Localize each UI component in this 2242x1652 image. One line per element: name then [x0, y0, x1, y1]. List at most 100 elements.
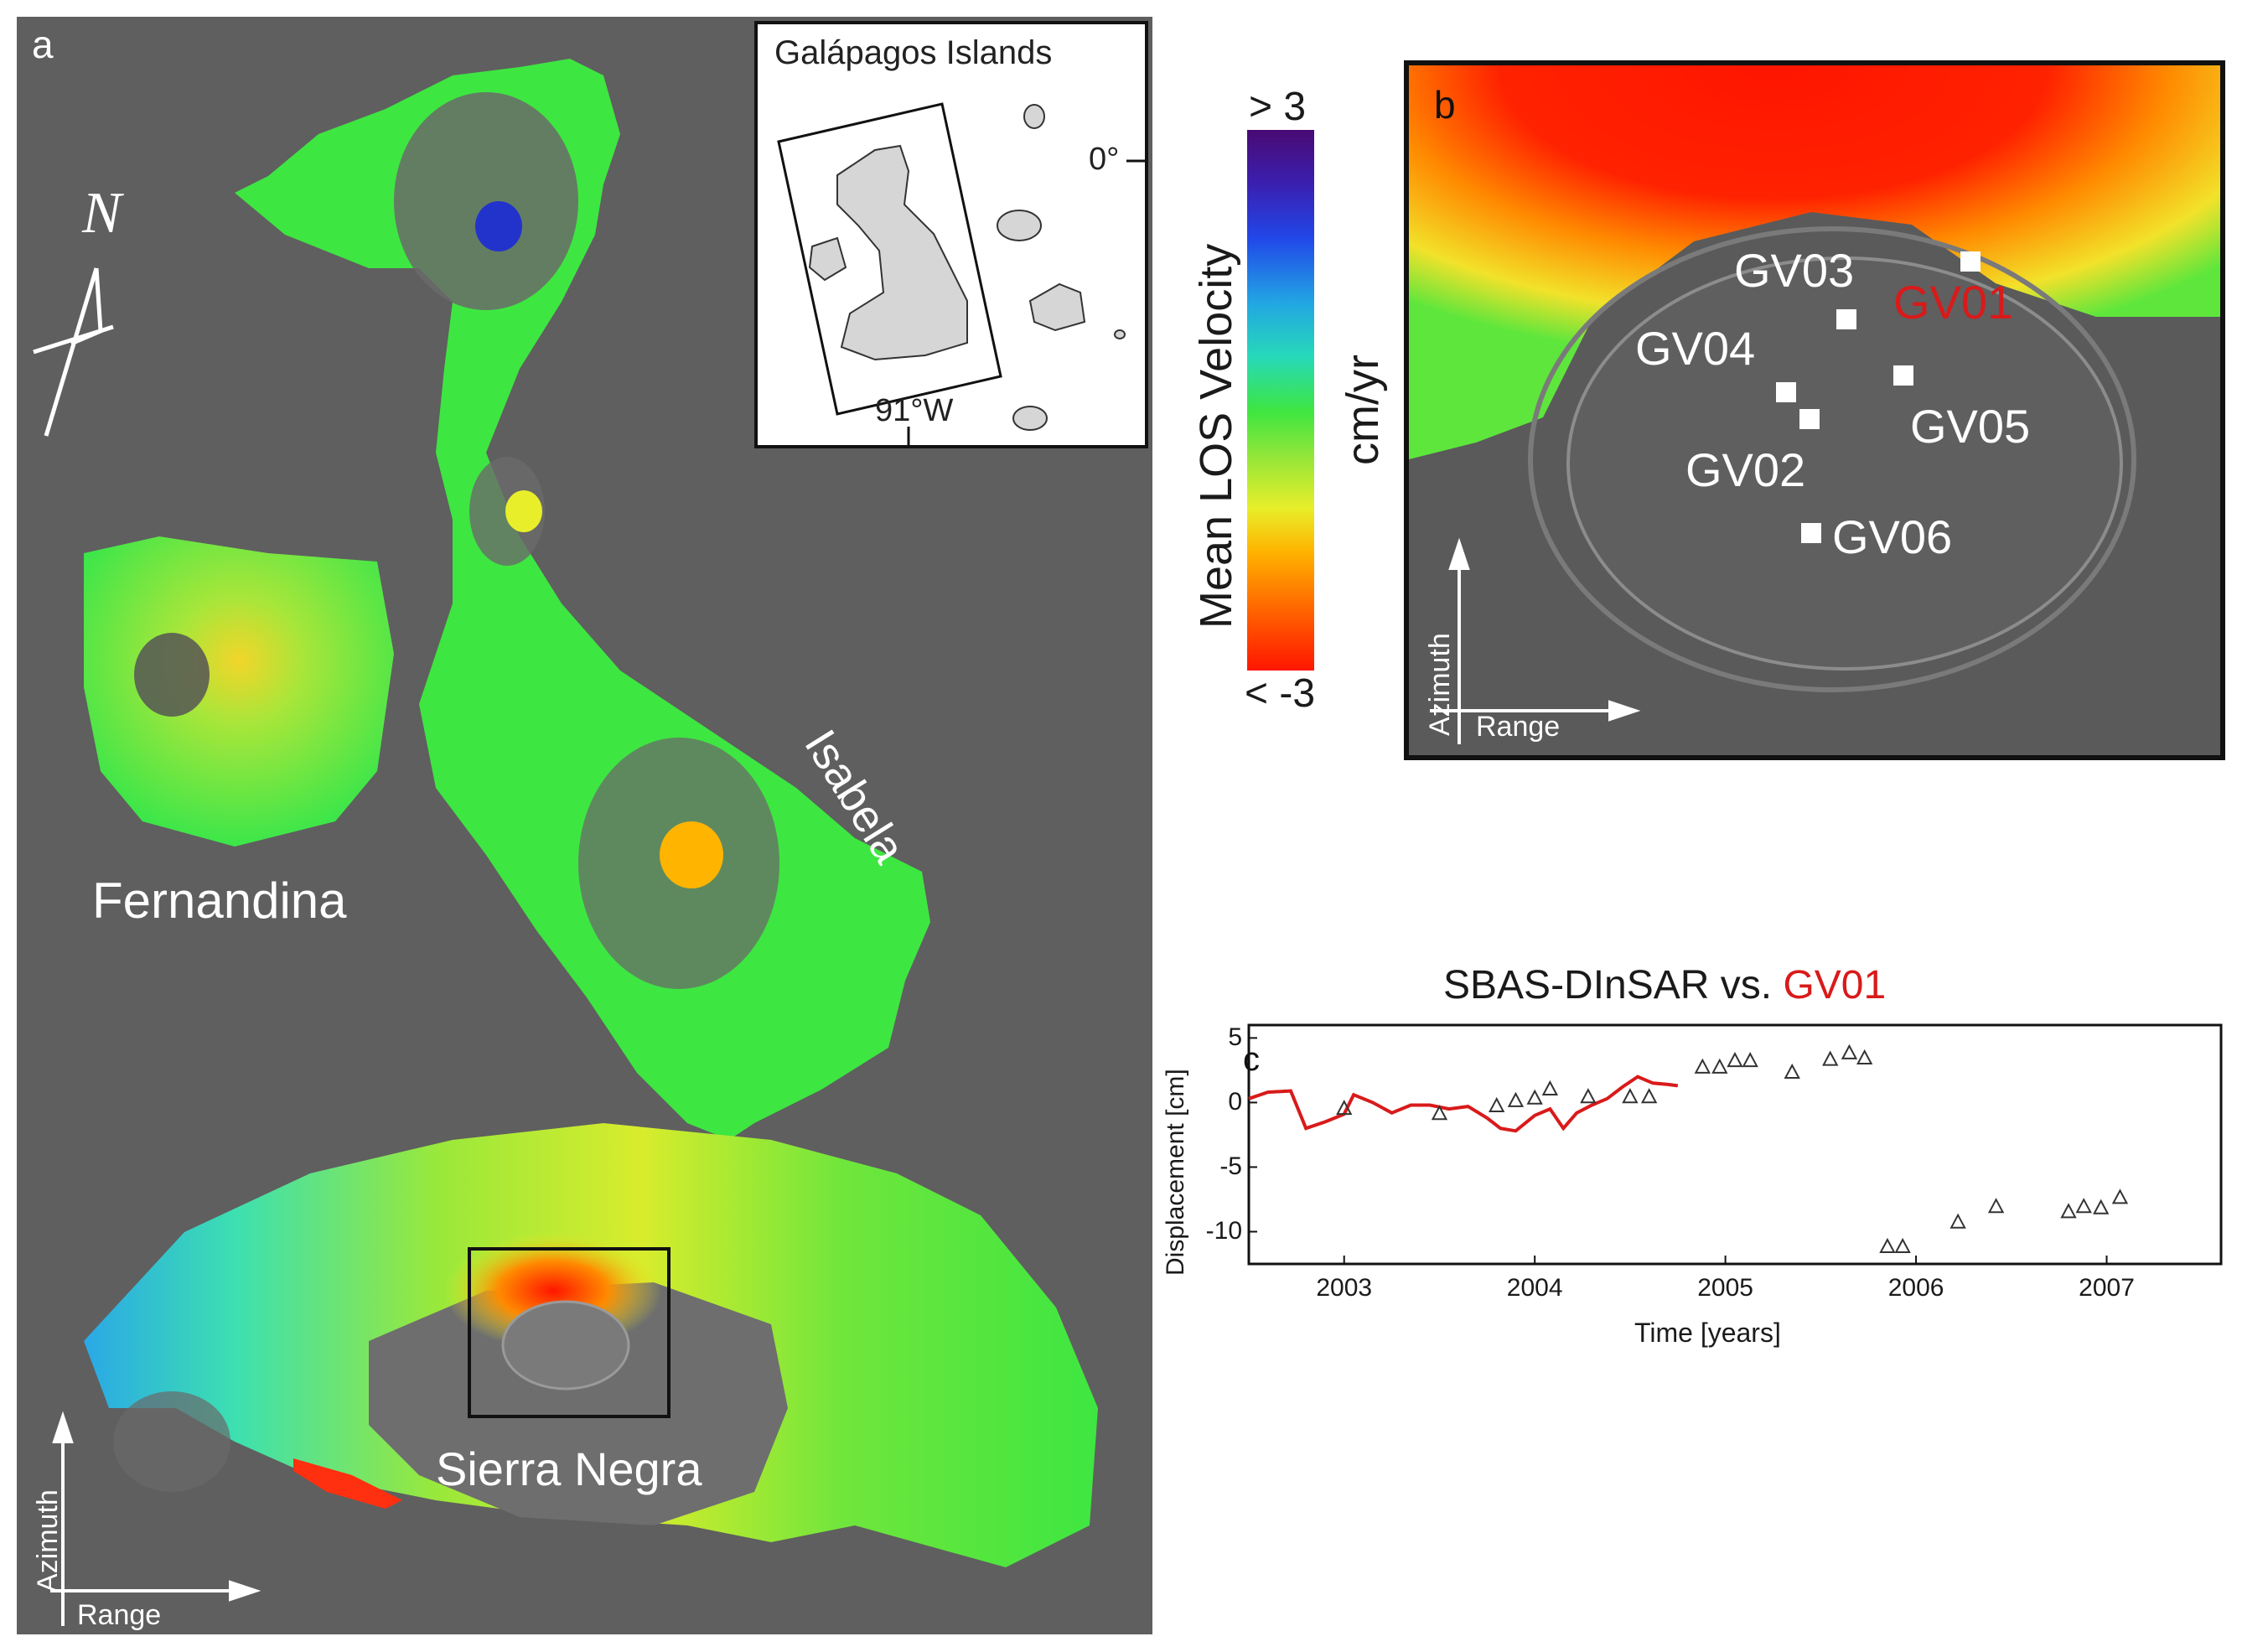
gv01-point — [1694, 1058, 1711, 1074]
inset-fernandina — [808, 236, 847, 282]
y-tick-label: -10 — [1205, 1217, 1242, 1245]
sierra-negra-label: Sierra Negra — [436, 1442, 702, 1495]
gv01-point — [1711, 1058, 1728, 1074]
sierra-negra-zoom-panel-b: b GV03 GV01 GV04 GV05 GV02 GV06 Azimuth … — [1404, 60, 2225, 760]
azimuth-range-arrows-icon — [50, 1411, 261, 1626]
gv01-point — [1431, 1105, 1448, 1121]
y-tick-label: 0 — [1228, 1088, 1242, 1116]
station-label-gv05: GV05 — [1910, 400, 2031, 453]
panel-c-label: c — [1243, 1041, 1260, 1078]
zoom-velocity-map — [1409, 65, 2220, 744]
inset-san-cristobal — [1012, 406, 1048, 431]
sierra-negra-caldera — [501, 1300, 630, 1390]
gv01-point — [1541, 1080, 1559, 1096]
lava-flow — [293, 1458, 402, 1509]
inset-isabela — [836, 144, 968, 361]
gv01-point — [1879, 1237, 1896, 1253]
inset-latitude-label: 0° — [1089, 142, 1120, 177]
gv01-point — [1841, 1044, 1858, 1059]
gv01-point — [1987, 1198, 2005, 1214]
panel-c-ylabel: Displacement [cm] — [1162, 1069, 1189, 1276]
x-tick-label: 2004 — [1506, 1274, 1563, 1302]
fernandina-label: Fernandina — [92, 873, 347, 929]
inset-islet — [1114, 329, 1126, 339]
station-label-gv02: GV02 — [1685, 443, 1806, 496]
inset-santa-cruz — [1028, 282, 1086, 332]
panel-c-xlabel: Time [years] — [1634, 1318, 1781, 1348]
x-tick-label: 2003 — [1316, 1274, 1373, 1302]
caldera-floor — [1566, 256, 2123, 671]
gv01-point — [1580, 1088, 1597, 1104]
chart-frame — [1247, 1023, 2223, 1266]
panel-c-title-accent: GV01 — [1783, 963, 1887, 1007]
station-label-gv06: GV06 — [1832, 510, 1953, 563]
gv01-point — [1526, 1089, 1543, 1105]
station-label-gv01: GV01 — [1893, 276, 2014, 329]
azimuth-label: Azimuth — [32, 1489, 64, 1592]
x-tick-label: 2006 — [1887, 1274, 1944, 1302]
inset-pinta — [1023, 104, 1045, 129]
colorbar-unit: cm/yr — [1338, 355, 1388, 465]
gv01-point — [1640, 1088, 1658, 1104]
inset-longitude-label: 91°W — [875, 393, 954, 428]
inset-islands — [777, 102, 1145, 445]
inset-study-frame — [777, 102, 1002, 416]
panel-c-title: SBAS-DInSAR vs. GV01 — [1443, 962, 1886, 1008]
cerro-azul-volcano — [113, 1391, 230, 1492]
gv01-point — [2060, 1203, 2077, 1219]
sierra-negra-dark — [369, 1282, 788, 1525]
gv01-point — [1622, 1088, 1639, 1104]
inset-santiago — [997, 210, 1042, 241]
gv01-point — [1894, 1237, 1911, 1253]
station-marker-gv03 — [1836, 309, 1856, 329]
gv01-point — [1336, 1100, 1353, 1116]
panel-b-label: b — [1434, 83, 1456, 127]
north-label: N — [82, 181, 122, 246]
range-label: Range — [77, 1599, 162, 1631]
inset-title: Galápagos Islands — [774, 34, 1053, 71]
caldera-rim — [1528, 226, 2136, 692]
gv01-point — [2093, 1199, 2110, 1214]
azimuth-label-b: Azimuth — [1424, 633, 1456, 736]
azimuth-range-arrows-b-icon — [1430, 537, 1641, 744]
colorbar-title: Mean LOS Velocity — [1191, 243, 1241, 629]
gv01-series-points — [1336, 1044, 2129, 1253]
gv01-point — [2111, 1189, 2129, 1204]
station-label-gv04: GV04 — [1635, 322, 1756, 375]
gv01-point — [2075, 1198, 2092, 1214]
gv01-point — [1489, 1096, 1505, 1113]
colorbar-bottom-label: < -3 — [1245, 671, 1316, 716]
y-tick-label: 5 — [1228, 1023, 1242, 1052]
station-marker-gv05 — [1893, 365, 1913, 386]
colorbar-top-label: > 3 — [1249, 85, 1307, 129]
fernandina-caldera — [134, 633, 210, 717]
station-label-gv03: GV03 — [1734, 244, 1855, 297]
galapagos-inset-map: Galápagos Islands 0° 91°W — [754, 21, 1148, 448]
panel-c-title-main: SBAS-DInSAR vs. — [1443, 963, 1773, 1007]
alcedo-caldera — [660, 821, 723, 888]
x-tick-label: 2005 — [1697, 1274, 1753, 1302]
displacement-chart — [1247, 1023, 2223, 1266]
gv01-point — [1727, 1052, 1743, 1068]
station-marker-gv01 — [1960, 251, 1981, 272]
station-marker-gv04 — [1776, 382, 1796, 402]
gv01-point — [1822, 1050, 1839, 1066]
wolf-volcano-dark — [394, 92, 578, 310]
chart-ticks — [1249, 1037, 2108, 1264]
deformation-field — [1409, 65, 2220, 459]
wolf-caldera-blue — [475, 201, 522, 251]
gv01-point — [1507, 1091, 1525, 1107]
x-tick-label: 2007 — [2079, 1274, 2135, 1302]
gv01-point — [1856, 1049, 1873, 1065]
station-marker-gv02 — [1799, 409, 1820, 429]
colorbar-gradient — [1247, 130, 1314, 671]
study-area-box — [468, 1247, 671, 1418]
station-marker-gv06 — [1801, 523, 1821, 543]
panel-a-label: a — [32, 23, 54, 66]
fernandina-island — [84, 536, 394, 847]
gv01-point — [1742, 1052, 1758, 1068]
darwin-caldera — [505, 490, 542, 532]
sar-velocity-map — [33, 59, 1098, 1626]
gv01-point — [1949, 1213, 1966, 1229]
range-label-b: Range — [1476, 711, 1561, 743]
